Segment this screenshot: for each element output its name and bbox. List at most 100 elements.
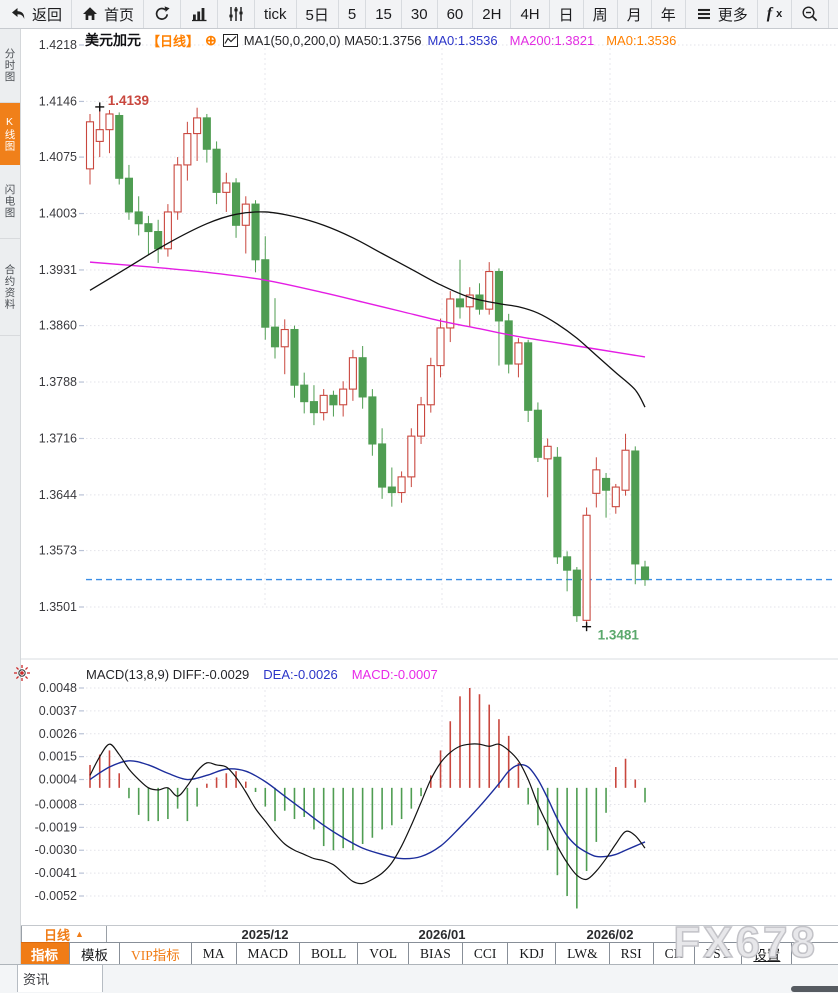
date-label-0: 2025/12: [241, 927, 289, 942]
sidebar-tab-contract-info[interactable]: 合约资料: [0, 239, 20, 336]
tab-macd[interactable]: MACD: [235, 942, 301, 965]
tab-macd-label: MACD: [247, 945, 289, 961]
interval-tick-button-label: tick: [264, 5, 287, 23]
interval-month-button-label: 月: [626, 6, 642, 24]
ma-value-2: MA0:1.3536: [606, 32, 677, 48]
svg-text:1.3716: 1.3716: [39, 431, 77, 445]
interval-4h-button-label: 4H: [520, 5, 540, 23]
tab-boll-label: BOLL: [311, 945, 347, 961]
tab-template-label: 模板: [81, 947, 108, 963]
triangle-up-icon: ▲: [75, 929, 84, 939]
interval-60min-button[interactable]: 60: [438, 0, 474, 28]
home-icon: [83, 7, 98, 20]
equalizer-chart-type-button[interactable]: [218, 0, 256, 28]
interval-week-button-label: 周: [592, 6, 608, 24]
svg-text:-0.0041: -0.0041: [35, 866, 77, 880]
tab-kdj[interactable]: KDJ: [507, 942, 557, 965]
zoom-in-button[interactable]: [829, 0, 838, 28]
interval-day-button[interactable]: 日: [550, 0, 584, 28]
back-button[interactable]: 返回: [0, 0, 73, 28]
interval-30min-button-label: 30: [410, 5, 428, 23]
tab-vol[interactable]: VOL: [357, 942, 410, 965]
tab-vol-label: VOL: [369, 945, 398, 961]
more-button[interactable]: 更多: [686, 0, 758, 28]
svg-text:1.3501: 1.3501: [39, 600, 77, 614]
sidebar-tab-time-chart[interactable]: 分时图: [0, 28, 20, 103]
svg-text:1.4146: 1.4146: [39, 94, 77, 108]
tab-bias[interactable]: BIAS: [408, 942, 463, 965]
tab-vip-indicator-label: VIP指标: [131, 947, 180, 963]
svg-text:1.4139: 1.4139: [108, 93, 149, 108]
interval-2h-button[interactable]: 2H: [473, 0, 512, 28]
tab-lwr[interactable]: LW&: [555, 942, 610, 965]
tab-psy[interactable]: PSY: [693, 942, 743, 965]
svg-text:-0.0019: -0.0019: [35, 820, 77, 834]
tab-indicator[interactable]: 指标: [19, 942, 70, 965]
zoom-out-button[interactable]: [792, 0, 830, 28]
interval-week-button[interactable]: 周: [584, 0, 618, 28]
tab-settings-label: 设置: [753, 947, 781, 963]
tab-rsi-label: RSI: [620, 945, 642, 961]
sidebar-tab-lightning-chart[interactable]: 闪电图: [0, 165, 20, 239]
sidebar-tab-kline-chart[interactable]: K线图: [0, 103, 20, 165]
interval-15min-button[interactable]: 15: [366, 0, 402, 28]
tab-vip-indicator[interactable]: VIP指标: [119, 942, 192, 965]
home-button-label: 首页: [104, 6, 135, 24]
bar-chart-type-button[interactable]: [181, 0, 219, 28]
ma-value-0: MA0:1.3536: [427, 32, 498, 48]
period-selector-button[interactable]: 日线 ▲: [21, 926, 107, 943]
ma-values: MA0:1.3536 MA200:1.3821 MA0:1.3536: [428, 33, 677, 48]
interval-5min-button-label: 5: [347, 5, 357, 23]
tab-template[interactable]: 模板: [69, 942, 120, 965]
svg-text:0.0015: 0.0015: [39, 750, 77, 764]
svg-text:1.3931: 1.3931: [39, 263, 77, 277]
period-tag: 【日线】: [147, 33, 200, 49]
tab-cci[interactable]: CCI: [461, 942, 509, 965]
fx-icon: f: [766, 5, 773, 22]
svg-text:1.4003: 1.4003: [39, 207, 77, 221]
refresh-button[interactable]: [144, 0, 182, 28]
tab-ma[interactable]: MA: [190, 942, 237, 965]
svg-text:-0.0030: -0.0030: [35, 843, 77, 857]
back-arrow-icon: [12, 8, 25, 19]
interval-5min-button[interactable]: 5: [339, 0, 367, 28]
interval-year-button-label: 年: [660, 6, 676, 24]
bottom-bar: 资讯: [0, 964, 838, 993]
indicator-marker-icon[interactable]: [13, 664, 31, 687]
indicator-tab-bar: 指标 模板 VIP指标 MA MACD BOLL VOL BIAS CCI KDJ LW& RSI CR…: [19, 942, 838, 965]
home-button[interactable]: 首页: [72, 0, 145, 28]
svg-text:0.0004: 0.0004: [39, 773, 77, 787]
interval-day-button-label: 日: [558, 6, 574, 24]
svg-text:1.3788: 1.3788: [39, 375, 77, 389]
left-sidebar: 分时图 K线图 闪电图 合约资料: [0, 28, 21, 965]
mini-chart-icon: [222, 33, 238, 47]
period-selector-label: 日线: [44, 927, 71, 943]
tab-settings[interactable]: 设置: [741, 942, 793, 965]
tab-lwr-label: LW&: [567, 945, 598, 961]
interval-30min-button[interactable]: 30: [402, 0, 438, 28]
interval-5day-button-label: 5日: [305, 6, 329, 24]
interval-5day-button[interactable]: 5日: [297, 0, 339, 28]
interval-month-button[interactable]: 月: [618, 0, 652, 28]
top-toolbar: 返回 首页 tick 5日 5 15 30 60 2H 4H 日周月年 更多 f x: [0, 0, 838, 29]
tab-cr[interactable]: CR: [652, 942, 695, 965]
equalizer-icon: [229, 7, 243, 21]
interval-year-button[interactable]: 年: [652, 0, 686, 28]
chart-header: 美元加元 【日线】 ⊕ MA1(50,0,200,0) MA50:1.3756 …: [85, 30, 676, 50]
news-tab[interactable]: 资讯: [17, 965, 103, 992]
tab-rsi[interactable]: RSI: [608, 942, 654, 965]
interval-4h-button[interactable]: 4H: [511, 0, 550, 28]
ma-value-1: MA200:1.3821: [509, 32, 595, 48]
ma-settings-label: MA1(50,0,200,0) MA50:1.3756: [243, 32, 422, 48]
svg-text:1.3860: 1.3860: [39, 319, 77, 333]
tab-kdj-label: KDJ: [519, 945, 545, 961]
svg-text:1.4218: 1.4218: [39, 38, 77, 52]
tab-boll[interactable]: BOLL: [299, 942, 359, 965]
scrollbar-thumb[interactable]: [791, 986, 838, 992]
add-indicator-icon[interactable]: ⊕: [205, 32, 217, 48]
interval-tick-button[interactable]: tick: [255, 0, 297, 28]
tab-cr-label: CR: [664, 945, 683, 961]
back-button-label: 返回: [32, 6, 63, 24]
